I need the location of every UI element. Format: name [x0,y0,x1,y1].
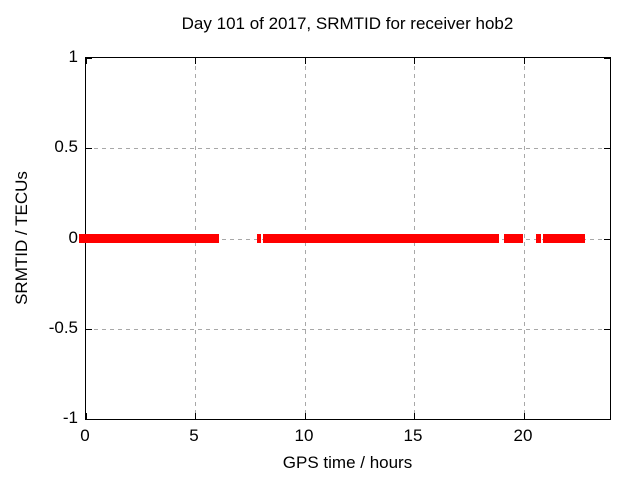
x-tick-mark-top [195,58,196,64]
x-tick-mark-top [305,58,306,64]
x-tick-mark-top [414,58,415,64]
x-tick-mark [524,413,525,419]
y-tick-mark-right [604,419,610,420]
data-segment [256,234,261,243]
y-tick-mark [86,419,92,420]
data-segment [263,234,500,243]
chart-title: Day 101 of 2017, SRMTID for receiver hob… [181,14,514,33]
x-tick-label: 15 [403,426,423,445]
x-tick-mark [195,413,196,419]
y-tick-mark-right [604,58,610,59]
x-tick-label: 10 [294,426,314,445]
y-tick-mark [86,58,92,59]
y-tick-label: -1 [62,408,78,427]
y-tick-mark-right [604,148,610,149]
y-tick-mark-right [604,329,610,330]
y-tick-label: 1 [68,47,78,66]
x-tick-mark [86,413,87,419]
y-tick-label: 0 [68,228,78,247]
y-tick-mark-right [604,239,610,240]
plot-area [79,57,611,420]
x-tick-mark-top [86,58,87,64]
x-tick-mark [305,413,306,419]
grid-line-horizontal [86,329,610,330]
data-segment [543,234,585,243]
x-tick-label: 5 [189,426,199,445]
x-axis-label: GPS time / hours [282,453,413,472]
x-tick-label: 20 [513,426,533,445]
x-tick-mark-top [524,58,525,64]
grid-line-horizontal [86,148,610,149]
grid-line-vertical [524,58,525,419]
y-tick-label: 0.5 [54,137,78,156]
y-tick-mark [86,329,92,330]
y-tick-label: -0.5 [48,318,78,337]
x-tick-label: 0 [80,426,90,445]
data-segment [79,234,220,243]
x-tick-mark [414,413,415,419]
data-segment [535,234,541,243]
data-segment [503,234,524,243]
y-tick-mark [86,148,92,149]
